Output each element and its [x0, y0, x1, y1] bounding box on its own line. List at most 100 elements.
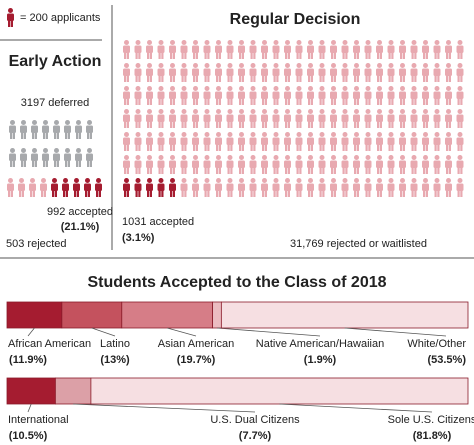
icon-leg [345, 190, 348, 197]
icon-head [124, 178, 129, 183]
icon-body [192, 183, 199, 191]
segment-name: Asian American [158, 338, 234, 350]
icon-leg [218, 98, 221, 105]
icon-leg [170, 121, 173, 128]
person-icon [261, 132, 268, 151]
icon-body [422, 137, 429, 145]
icon-leg [158, 190, 161, 197]
icon-leg [181, 98, 184, 105]
person-icon [272, 155, 280, 174]
icon-leg [181, 75, 184, 82]
icon-leg [8, 20, 11, 27]
icon-leg [285, 75, 288, 82]
person-icon [399, 109, 406, 128]
icon-body [20, 153, 27, 161]
icon-head [273, 40, 279, 45]
icon-leg [147, 98, 150, 105]
person-icon [249, 178, 257, 197]
icon-leg [446, 144, 449, 151]
person-icon [146, 40, 153, 59]
icon-leg [296, 98, 299, 105]
icon-leg [377, 75, 380, 82]
icon-leg [402, 167, 405, 174]
icon-leg [460, 121, 463, 128]
person-icon [307, 132, 314, 151]
icon-body [238, 91, 245, 99]
icon-leg [342, 52, 345, 59]
icon-head [216, 109, 221, 114]
icon-leg [149, 144, 152, 151]
icon-leg [308, 52, 311, 59]
icon-leg [285, 98, 288, 105]
icon-leg [158, 167, 161, 174]
icon-head [250, 109, 256, 114]
icon-body [341, 68, 349, 76]
icon-head [227, 86, 233, 91]
icon-head [400, 63, 405, 68]
person-icon [238, 178, 245, 197]
icon-head [423, 109, 428, 114]
icon-leg [354, 52, 357, 59]
person-icon [238, 155, 245, 174]
person-icon [307, 40, 314, 59]
icon-leg [218, 167, 221, 174]
icon-leg [331, 144, 334, 151]
icon-head [388, 86, 394, 91]
icon-head [135, 86, 141, 91]
icon-head [331, 86, 336, 91]
icon-head [239, 132, 244, 137]
icon-leg [342, 190, 345, 197]
person-icon [31, 148, 38, 167]
person-icon [284, 86, 291, 105]
icon-leg [425, 144, 428, 151]
icon-leg [310, 98, 313, 105]
icon-leg [331, 98, 334, 105]
icon-leg [218, 144, 221, 151]
icon-body [86, 125, 93, 133]
icon-leg [308, 121, 311, 128]
icon-body [295, 45, 303, 53]
icon-leg [411, 98, 414, 105]
person-icon [249, 86, 257, 105]
icon-body [192, 160, 199, 168]
icon-head [8, 178, 13, 183]
person-icon [134, 109, 142, 128]
person-icon [445, 109, 452, 128]
icon-leg [138, 52, 141, 59]
icon-body [284, 183, 291, 191]
icon-leg [230, 52, 233, 59]
person-icon [146, 63, 153, 82]
person-icon [341, 40, 349, 59]
icon-body [318, 91, 326, 99]
person-icon [341, 132, 349, 151]
icon-leg [377, 52, 380, 59]
icon-body [95, 183, 102, 191]
icon-leg [423, 144, 426, 151]
person-icon [399, 178, 406, 197]
icon-leg [76, 190, 79, 197]
icon-leg [135, 190, 138, 197]
icon-leg [161, 98, 164, 105]
icon-leg [296, 121, 299, 128]
icon-leg [377, 144, 380, 151]
icon-head [285, 40, 290, 45]
person-icon [318, 155, 326, 174]
segment-name: White/Other [407, 338, 466, 350]
icon-leg [411, 167, 414, 174]
icon-leg [241, 98, 244, 105]
icon-leg [425, 75, 428, 82]
icon-leg [388, 98, 391, 105]
icon-body [192, 68, 199, 76]
segment-pct: (53.5%) [427, 354, 466, 366]
icon-body [376, 114, 383, 122]
person-icon [73, 178, 80, 197]
icon-leg [239, 52, 242, 59]
icon-leg [204, 167, 207, 174]
person-icon [134, 40, 142, 59]
person-icon [307, 178, 314, 197]
icon-head [85, 178, 90, 183]
icon-leg [63, 190, 66, 197]
icon-leg [184, 98, 187, 105]
icon-leg [253, 75, 256, 82]
icon-body [7, 13, 14, 21]
